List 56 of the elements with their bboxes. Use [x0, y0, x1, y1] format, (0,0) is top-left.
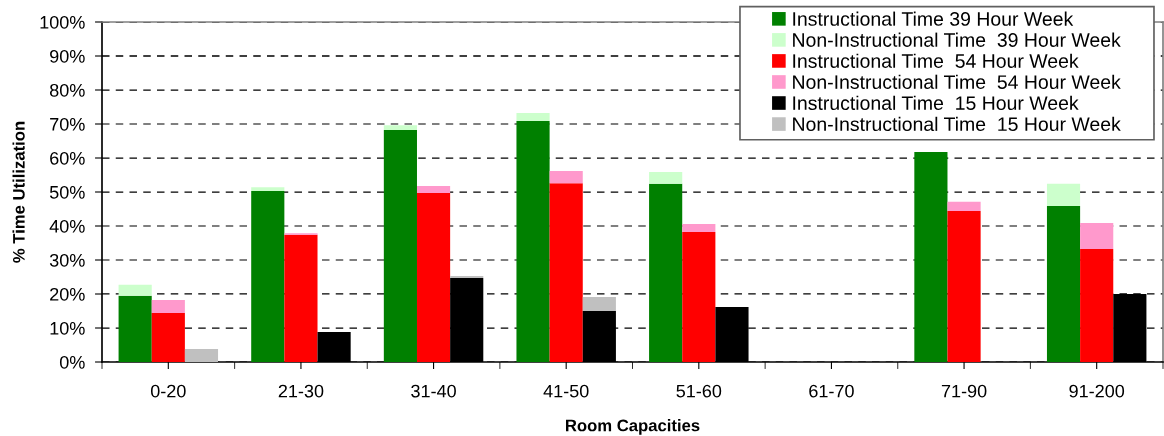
bar: [284, 234, 318, 362]
legend-label: Non-Instructional Time 54 Hour Week: [793, 74, 1121, 89]
y-axis-title: % Time Utilization: [12, 121, 25, 263]
bar: [383, 130, 417, 362]
x-tick-label: 61-70: [809, 384, 854, 398]
bar: [649, 183, 683, 362]
bar: [251, 190, 285, 362]
y-tick-label: 80%: [49, 83, 85, 97]
bar: [549, 170, 583, 184]
y-tick-label: 100%: [40, 15, 85, 29]
bar: [649, 171, 683, 184]
bar: [914, 151, 948, 362]
bar: [947, 201, 981, 212]
y-tick-label: 0%: [59, 355, 85, 369]
bar: [251, 187, 285, 191]
bar: [682, 232, 716, 362]
bar: [682, 223, 716, 233]
y-tick-label: 20%: [50, 287, 85, 301]
bar: [151, 313, 185, 362]
bar: [118, 284, 152, 296]
y-tick-label: 30%: [49, 253, 85, 267]
bar: [1080, 249, 1114, 362]
bar: [1046, 205, 1081, 362]
y-tick-label: 60%: [50, 151, 85, 165]
bar: [416, 185, 451, 194]
legend-label: Non-Instructional Time 39 Hour Week: [793, 32, 1121, 47]
y-tick-label: 70%: [50, 117, 85, 131]
x-tick-label: 71-90: [941, 384, 987, 398]
legend-label: Instructional Time 54 Hour Week: [793, 53, 1079, 68]
legend-label: Instructional Time 39 Hour Week: [793, 11, 1074, 26]
legend-label: Instructional Time 15 Hour Week: [793, 95, 1079, 111]
x-tick-label: 21-30: [278, 384, 324, 398]
bar: [383, 125, 417, 131]
bar: [516, 113, 550, 121]
y-tick-label: 10%: [50, 321, 85, 335]
y-tick-label: 40%: [49, 219, 85, 233]
x-tick-label: 41-50: [543, 384, 589, 398]
bar: [1046, 183, 1081, 206]
x-tick-label: 91-200: [1069, 384, 1125, 398]
y-tick-label: 50%: [49, 185, 85, 199]
bar: [549, 183, 583, 362]
bar: [582, 297, 616, 311]
x-axis-title: Room Capacities: [566, 419, 700, 435]
bar: [151, 300, 185, 314]
bar: [947, 211, 981, 362]
bar: [516, 120, 550, 362]
bar: [184, 349, 219, 362]
bar: [118, 295, 152, 362]
bar: [416, 193, 451, 362]
x-tick-label: 51-60: [676, 384, 722, 398]
bar: [1080, 222, 1114, 250]
x-tick-label: 31-40: [411, 384, 456, 398]
y-tick-label: 90%: [50, 49, 85, 63]
bar: [450, 275, 484, 279]
legend-label: Non-Instructional Time 15 Hour Week: [793, 116, 1121, 132]
x-tick-label: 0-20: [150, 384, 186, 398]
